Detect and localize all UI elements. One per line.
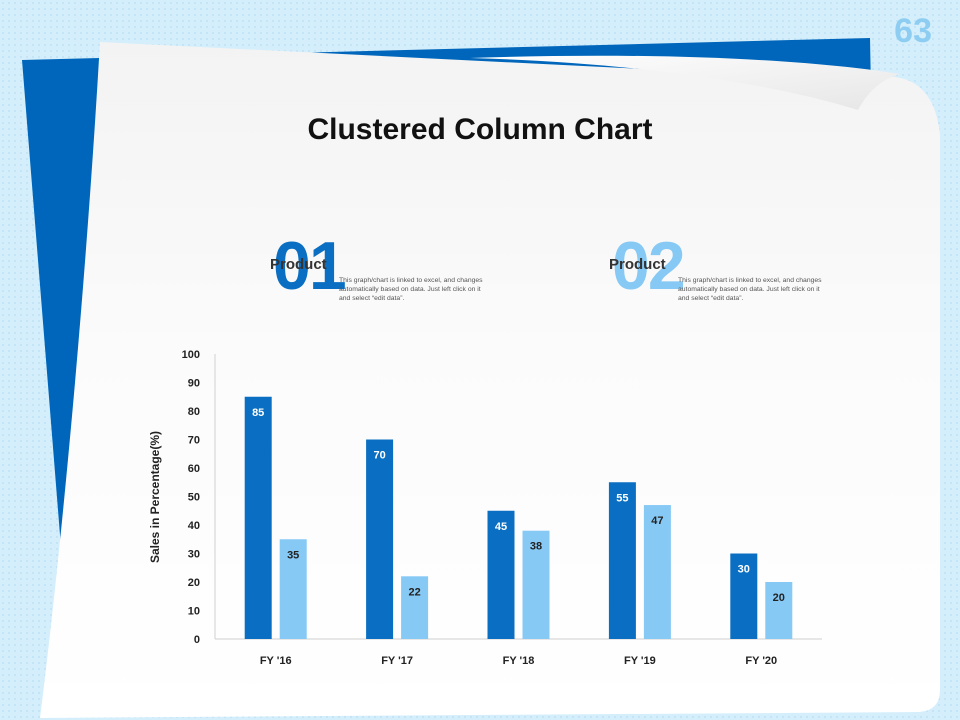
data-label: 20 [773,592,785,604]
bar-series-1-3 [608,482,636,639]
product-block-2: 02 Product This graph/chart is linked to… [609,232,832,308]
bar-series-1-2 [487,510,515,639]
y-tick-label: 90 [188,378,200,390]
y-tick-label: 20 [188,577,200,589]
bar-series-2-1 [401,576,429,639]
data-label: 35 [287,549,299,561]
data-label: 22 [408,586,420,598]
bar-series-1-0 [244,396,272,639]
product-number-1: 01 [273,228,347,304]
data-label: 47 [651,515,663,527]
product-block-1: 01 Product This graph/chart is linked to… [270,232,493,308]
y-tick-label: 80 [188,406,200,418]
y-tick-label: 30 [188,549,200,561]
bar-series-2-2 [522,530,550,639]
page-title: Clustered Column Chart [307,113,653,146]
product-label-1: Product [270,256,327,273]
bar-series-2-0 [279,539,307,639]
x-tick-label: FY '18 [503,655,535,667]
x-tick-label: FY '20 [745,655,777,667]
product-number-2: 02 [612,228,686,304]
y-tick-label: 70 [188,435,200,447]
bar-series-1-4 [730,553,758,639]
product-description-2: This graph/chart is linked to excel, and… [678,277,822,302]
data-label: 85 [252,407,264,419]
bar-series-2-4 [765,582,793,639]
paper-curl [470,55,900,110]
y-tick-label: 0 [194,634,200,646]
data-label: 45 [495,521,507,533]
bar-series-2-3 [643,505,671,639]
y-tick-label: 40 [188,520,200,532]
x-tick-label: FY '17 [381,655,413,667]
data-label: 30 [738,564,750,576]
product-description-1: This graph/chart is linked to excel, and… [339,277,483,302]
x-tick-label: FY '16 [260,655,292,667]
y-tick-label: 100 [182,349,200,361]
y-tick-label: 10 [188,606,200,618]
y-tick-label: 50 [188,492,200,504]
y-tick-label: 60 [188,463,200,475]
x-tick-label: FY '19 [624,655,656,667]
slide-number: 63 [894,12,932,50]
data-label: 55 [616,492,628,504]
product-label-2: Product [609,256,666,273]
data-label: 70 [373,450,385,462]
bar-series-1-1 [366,439,394,639]
data-label: 38 [530,541,542,553]
